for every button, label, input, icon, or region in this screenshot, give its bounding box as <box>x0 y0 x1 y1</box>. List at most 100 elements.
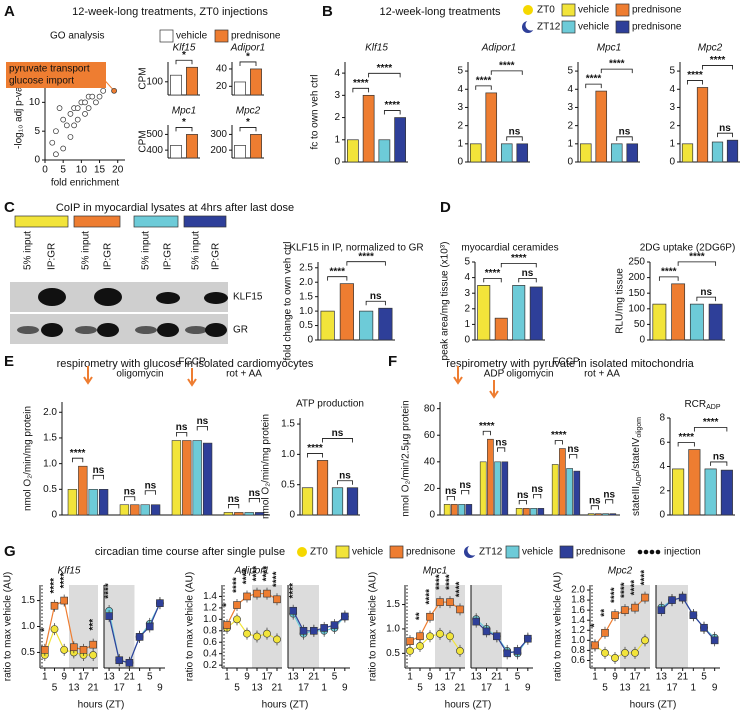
y-tick-label: 5 <box>669 66 675 77</box>
sig-label: **** <box>661 266 677 277</box>
bar <box>529 286 543 341</box>
sig-label: ** <box>415 612 426 620</box>
legend-swatch <box>561 20 576 34</box>
x-tick-label: 9 <box>61 672 67 683</box>
bar <box>523 508 530 516</box>
bar <box>500 143 513 163</box>
panel-label: F <box>388 353 397 370</box>
point <box>299 626 308 635</box>
y-tick-label: 0 <box>51 510 57 521</box>
bar <box>223 512 234 516</box>
arrow <box>489 380 499 399</box>
x-tick-label: 1 <box>592 672 598 683</box>
sig-bracket <box>72 457 84 463</box>
bar <box>301 487 314 516</box>
bar <box>359 310 374 341</box>
bar <box>551 464 559 516</box>
x-tick-label: 9 <box>157 683 163 694</box>
chart-title: KLF15 in IP, normalized to GR <box>289 243 423 254</box>
x-tick-label: 21 <box>677 672 689 683</box>
bar <box>150 504 161 516</box>
sig-label: ns <box>332 428 344 439</box>
band <box>17 326 39 334</box>
y-tick-label: 20 <box>216 81 228 92</box>
point <box>631 649 639 657</box>
point <box>145 622 154 631</box>
sig-bracket <box>475 85 492 90</box>
x-tick-label: 21 <box>271 683 283 694</box>
legend-label: vehicle <box>578 22 610 33</box>
group-label: rot + AA <box>226 369 262 380</box>
legend-label: prednisone <box>632 5 682 16</box>
point <box>446 598 454 606</box>
x-tick-label: 17 <box>261 672 273 683</box>
chart-title-part: ADP <box>706 404 721 411</box>
sig-label: ns <box>459 480 471 491</box>
y-tick-label: 3 <box>464 288 470 299</box>
point <box>74 105 81 111</box>
sig-bracket <box>605 499 614 504</box>
sig-label: **** <box>272 571 283 587</box>
y-tick-label: 1.6 <box>571 605 585 616</box>
dark-phase <box>104 585 135 668</box>
point <box>41 646 49 654</box>
sig-label: **** <box>609 59 625 70</box>
panel-label: D <box>440 199 451 216</box>
group-label: oligomycin <box>116 369 163 380</box>
y-tick-label: 20 <box>424 483 436 494</box>
y-axis-label: ratio to max vehicle (AU) <box>368 572 379 681</box>
y-tick-label: 2 <box>334 112 340 123</box>
y-tick-label: 3 <box>669 102 675 113</box>
point <box>678 593 687 602</box>
band <box>97 323 119 337</box>
x-tick-label: 1 <box>691 683 697 694</box>
x-tick-label: 21 <box>88 683 100 694</box>
bar <box>202 442 213 516</box>
point <box>273 595 281 604</box>
sig-label: **** <box>242 569 253 585</box>
point <box>233 615 241 624</box>
x-axis-label: hours (ZT) <box>262 700 309 711</box>
y-tick-label: 0 <box>659 510 665 521</box>
point <box>100 87 107 94</box>
y-tick-label: 0.8 <box>571 645 585 656</box>
point <box>67 134 74 140</box>
bar <box>587 513 595 516</box>
panel-label: E <box>4 353 14 370</box>
sig-label: **** <box>586 74 602 85</box>
sig-label: * <box>246 117 250 128</box>
y-tick-label: 5 <box>464 257 470 268</box>
y-tick-label: 0.5 <box>386 648 400 659</box>
sig-label: **** <box>620 582 631 598</box>
lane-group <box>73 215 121 228</box>
sig-bracket <box>687 80 703 85</box>
sig-label: * <box>590 623 601 627</box>
sig-label: **** <box>358 251 374 262</box>
bar <box>465 504 473 516</box>
y-axis-label-part: /stateIV <box>631 437 642 471</box>
y-tick-label: 2.0 <box>299 277 313 288</box>
point <box>689 611 698 619</box>
point <box>436 629 444 638</box>
y-tick-label: 0.5 <box>299 320 313 331</box>
y-tick-label: 0.2 <box>203 660 217 671</box>
blot-divider <box>10 312 228 314</box>
group-label: rot + AA <box>584 369 620 380</box>
y-tick-label: 1.0 <box>299 306 313 317</box>
y-tick-label: 1.0 <box>281 449 295 460</box>
sig-label: **** <box>49 578 60 594</box>
point <box>406 647 414 655</box>
sig-label: **** <box>445 574 456 590</box>
chart-title: Mpc2 <box>698 43 723 54</box>
bar <box>681 143 694 163</box>
point <box>115 656 124 665</box>
point <box>111 87 117 94</box>
x-tick-label: 0 <box>42 165 48 176</box>
point <box>85 105 92 111</box>
x-tick-label: 17 <box>481 683 493 694</box>
y-tick-label: 0.5 <box>281 479 295 490</box>
y-tick-label: 3 <box>334 90 340 101</box>
sig-bracket <box>352 87 370 93</box>
bar <box>331 487 344 516</box>
x-tick-label: 5 <box>602 683 608 694</box>
